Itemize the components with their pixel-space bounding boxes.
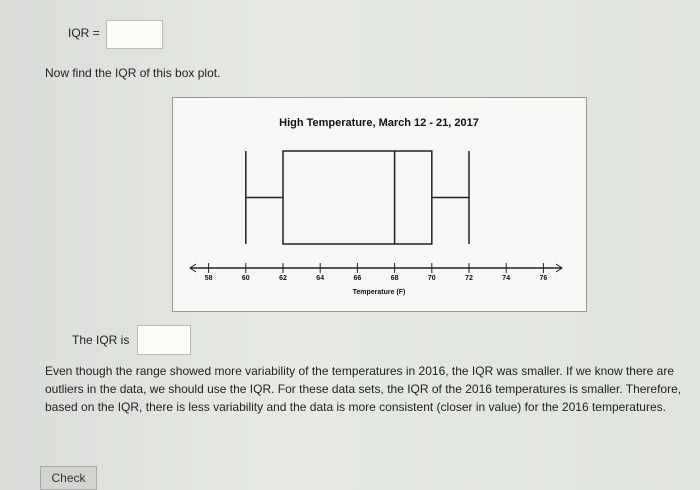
x-tick-label: 74: [502, 275, 510, 282]
answer-label: The IQR is: [72, 333, 130, 347]
instruction: Now find the IQR of this box plot.: [45, 66, 221, 80]
chart-title: High Temperature, March 12 - 21, 2017: [279, 117, 479, 129]
box-plot-chart: High Temperature, March 12 - 21, 2017 Te…: [172, 97, 587, 312]
x-tick-label: 66: [354, 275, 362, 282]
axis-arrow: [189, 263, 197, 273]
x-axis-label: Temperature (F): [353, 289, 406, 296]
x-tick-label: 60: [242, 275, 250, 282]
explanation: Even though the range showed more variab…: [45, 364, 682, 414]
axis-arrow: [555, 263, 563, 273]
x-tick-label: 72: [465, 275, 473, 282]
box: [282, 150, 433, 245]
answer-input[interactable]: [137, 325, 191, 355]
x-tick-label: 70: [428, 275, 436, 282]
x-tick-label: 62: [279, 275, 287, 282]
x-tick-label: 64: [316, 275, 324, 282]
iqr-input[interactable]: [106, 20, 163, 49]
iqr-label: IQR =: [68, 26, 100, 40]
check-button[interactable]: Check: [40, 466, 97, 490]
x-tick-label: 68: [391, 275, 399, 282]
x-tick-label: 58: [205, 275, 213, 282]
x-tick-label: 76: [540, 275, 548, 282]
